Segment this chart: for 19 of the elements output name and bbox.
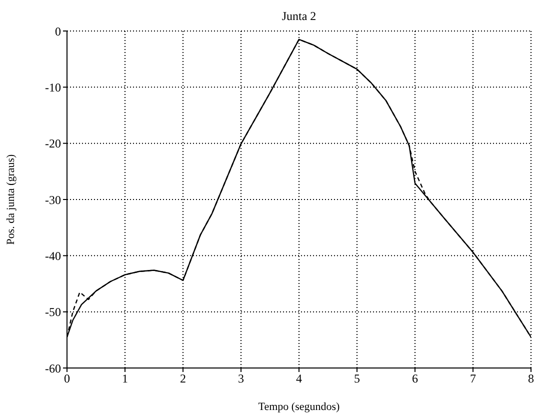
x-tick-label: 4	[296, 372, 302, 386]
y-tick-label: -40	[45, 248, 61, 263]
x-tick-label: 5	[354, 372, 360, 386]
y-tick-label: -60	[45, 361, 61, 376]
x-tick-label: 7	[470, 372, 476, 386]
x-tick-label: 3	[238, 372, 244, 386]
x-tick-label: 1	[122, 372, 128, 386]
x-axis-title: Tempo (segundos)	[258, 401, 340, 413]
y-tick-label: -10	[45, 80, 61, 94]
x-tick-label: 2	[180, 372, 186, 386]
y-tick-label: -50	[45, 305, 61, 320]
y-axis-title: Pos. da junta (graus)	[4, 154, 17, 245]
x-tick-label: 6	[412, 372, 418, 386]
chart-title: Junta 2	[282, 9, 316, 23]
y-tick-label: -20	[45, 136, 61, 151]
x-tick-label: 8	[528, 372, 534, 386]
y-tick-label: 0	[55, 24, 61, 38]
y-tick-label: -30	[45, 192, 61, 207]
x-tick-label: 0	[64, 372, 70, 386]
